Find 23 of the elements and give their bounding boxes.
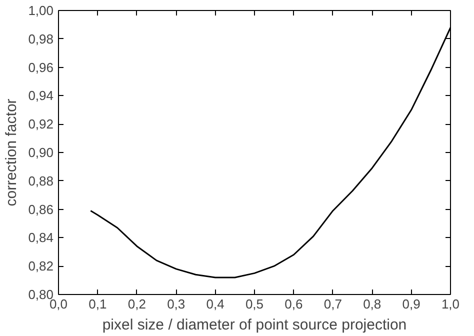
x-tick-label: 0,2 xyxy=(128,296,146,312)
y-tick-label: 0,86 xyxy=(28,202,54,217)
y-tick-label: 0,84 xyxy=(28,230,54,246)
x-tick-label: 0,5 xyxy=(245,296,264,312)
x-tick-label: 0,7 xyxy=(324,296,342,312)
y-tick-label: 0,98 xyxy=(28,31,54,46)
y-tick-label: 0,96 xyxy=(28,60,54,75)
y-tick-label: 0,88 xyxy=(28,173,54,188)
y-axis-title: correction factor xyxy=(3,98,20,206)
y-tick-label: 0,92 xyxy=(28,116,54,132)
y-tick-label: 0,80 xyxy=(28,287,54,302)
x-tick-label: 0,6 xyxy=(284,296,303,312)
x-axis-title: pixel size / diameter of point source projection xyxy=(102,316,407,334)
y-tick-label: 0,94 xyxy=(28,88,54,104)
y-tick-label: 1,00 xyxy=(28,3,54,18)
x-tick-label: 1,0 xyxy=(441,296,460,312)
x-tick-label: 0,1 xyxy=(88,296,107,312)
x-tick-label: 0,3 xyxy=(167,296,186,312)
y-tick-label: 0,90 xyxy=(28,145,54,160)
x-tick-label: 0,8 xyxy=(363,296,382,312)
y-tick-label: 0,82 xyxy=(28,258,54,274)
x-tick-label: 0,4 xyxy=(206,296,224,312)
x-tick-label: 0,9 xyxy=(402,296,420,312)
